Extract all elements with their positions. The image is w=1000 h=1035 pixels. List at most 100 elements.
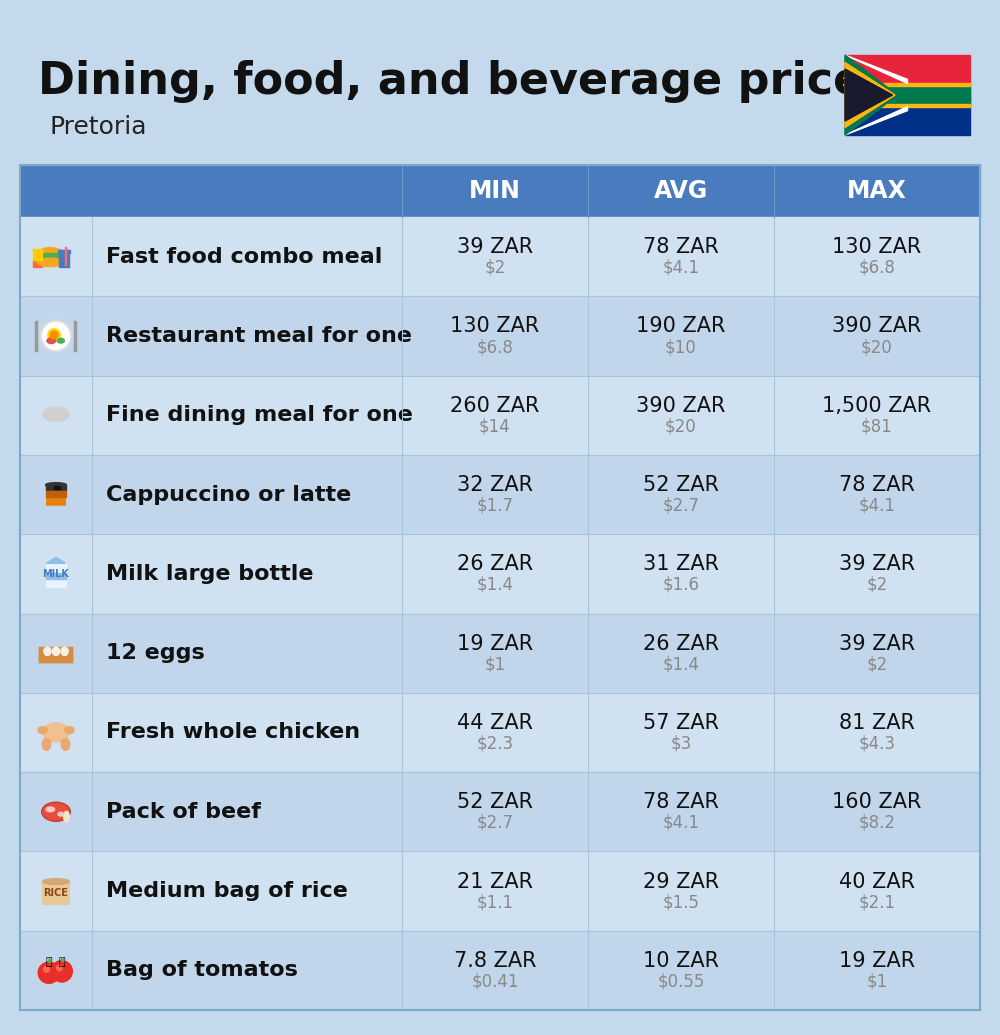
- Ellipse shape: [43, 722, 69, 742]
- Text: $6.8: $6.8: [859, 259, 895, 276]
- Circle shape: [44, 967, 49, 972]
- Text: Dining, food, and beverage prices: Dining, food, and beverage prices: [38, 60, 890, 104]
- Text: MAX: MAX: [847, 179, 907, 203]
- Text: 160 ZAR: 160 ZAR: [832, 792, 922, 812]
- Circle shape: [48, 329, 60, 342]
- Text: $4.1: $4.1: [662, 814, 700, 832]
- Text: 52 ZAR: 52 ZAR: [643, 475, 719, 495]
- Ellipse shape: [64, 811, 69, 822]
- Text: $1: $1: [866, 973, 888, 990]
- Ellipse shape: [38, 727, 47, 734]
- Bar: [845, 95, 970, 135]
- Bar: [845, 86, 970, 104]
- Ellipse shape: [44, 647, 51, 655]
- Bar: [20, 376, 980, 455]
- Text: 21 ZAR: 21 ZAR: [457, 871, 533, 891]
- Text: 130 ZAR: 130 ZAR: [832, 237, 922, 257]
- Bar: [20, 772, 980, 852]
- Polygon shape: [46, 489, 66, 505]
- Text: 26 ZAR: 26 ZAR: [457, 555, 533, 574]
- Polygon shape: [845, 55, 898, 135]
- Text: AVG: AVG: [654, 179, 708, 203]
- Text: 190 ZAR: 190 ZAR: [636, 317, 726, 336]
- Bar: [20, 455, 980, 534]
- Text: Pretoria: Pretoria: [50, 115, 148, 139]
- Ellipse shape: [42, 802, 70, 821]
- Circle shape: [50, 331, 58, 338]
- Text: 32 ZAR: 32 ZAR: [457, 475, 533, 495]
- Bar: [41, 254, 62, 257]
- Text: $2.1: $2.1: [858, 893, 896, 911]
- Bar: [58, 250, 70, 253]
- Circle shape: [51, 960, 72, 982]
- Bar: [65, 246, 66, 265]
- Text: $1.4: $1.4: [662, 655, 700, 673]
- Bar: [46, 485, 66, 490]
- Text: 39 ZAR: 39 ZAR: [457, 237, 533, 257]
- Text: Bag of tomatos: Bag of tomatos: [106, 960, 298, 980]
- FancyBboxPatch shape: [39, 648, 73, 662]
- Text: $2.7: $2.7: [477, 814, 514, 832]
- Text: $1.4: $1.4: [477, 575, 514, 594]
- Text: $0.41: $0.41: [471, 973, 519, 990]
- FancyBboxPatch shape: [43, 882, 69, 905]
- Text: $10: $10: [665, 338, 697, 356]
- Ellipse shape: [46, 482, 66, 487]
- Polygon shape: [845, 69, 893, 121]
- Bar: [20, 165, 980, 217]
- Text: $1: $1: [484, 655, 506, 673]
- Bar: [20, 852, 980, 930]
- Text: Restaurant meal for one: Restaurant meal for one: [106, 326, 412, 346]
- Text: $20: $20: [861, 338, 893, 356]
- Circle shape: [42, 322, 70, 350]
- Text: 🌿: 🌿: [46, 956, 52, 967]
- Circle shape: [38, 963, 59, 983]
- Text: $2.3: $2.3: [476, 735, 514, 752]
- Text: Medium bag of rice: Medium bag of rice: [106, 881, 348, 901]
- Polygon shape: [61, 957, 64, 962]
- Text: MILK: MILK: [43, 569, 69, 579]
- Polygon shape: [48, 958, 51, 963]
- Circle shape: [38, 963, 59, 983]
- Ellipse shape: [37, 258, 63, 267]
- Text: $1.1: $1.1: [476, 893, 514, 911]
- Ellipse shape: [47, 337, 56, 344]
- Bar: [845, 104, 970, 107]
- Bar: [20, 692, 980, 772]
- Text: Fine dining meal for one: Fine dining meal for one: [106, 406, 413, 425]
- Polygon shape: [845, 62, 895, 127]
- Ellipse shape: [57, 338, 64, 343]
- Text: $4.1: $4.1: [858, 497, 896, 514]
- Text: 40 ZAR: 40 ZAR: [839, 871, 915, 891]
- Text: $14: $14: [479, 417, 511, 436]
- Text: Pack of beef: Pack of beef: [106, 802, 261, 822]
- Ellipse shape: [58, 812, 64, 816]
- Text: 12 eggs: 12 eggs: [106, 643, 205, 663]
- Circle shape: [56, 965, 62, 971]
- Ellipse shape: [42, 738, 51, 750]
- Text: 1,500 ZAR: 1,500 ZAR: [822, 395, 932, 416]
- Text: 🌿: 🌿: [58, 956, 65, 967]
- Text: 390 ZAR: 390 ZAR: [832, 317, 922, 336]
- Ellipse shape: [46, 807, 55, 811]
- Text: $1.6: $1.6: [662, 575, 700, 594]
- Text: $3: $3: [670, 735, 692, 752]
- Text: $1.5: $1.5: [662, 893, 700, 911]
- Ellipse shape: [37, 247, 63, 261]
- Bar: [59, 250, 69, 267]
- Text: 19 ZAR: 19 ZAR: [839, 951, 915, 971]
- Text: $1.7: $1.7: [477, 497, 514, 514]
- Text: $8.2: $8.2: [858, 814, 896, 832]
- Text: 7.8 ZAR: 7.8 ZAR: [454, 951, 536, 971]
- Bar: [20, 165, 980, 1010]
- Ellipse shape: [43, 803, 69, 820]
- Text: $20: $20: [665, 417, 697, 436]
- Text: 130 ZAR: 130 ZAR: [450, 317, 540, 336]
- Text: MIN: MIN: [469, 179, 521, 203]
- Text: 19 ZAR: 19 ZAR: [457, 633, 533, 654]
- Text: $4.1: $4.1: [662, 259, 700, 276]
- Bar: [33, 248, 42, 261]
- Bar: [46, 573, 66, 579]
- Text: Milk large bottle: Milk large bottle: [106, 564, 314, 584]
- Bar: [46, 563, 66, 587]
